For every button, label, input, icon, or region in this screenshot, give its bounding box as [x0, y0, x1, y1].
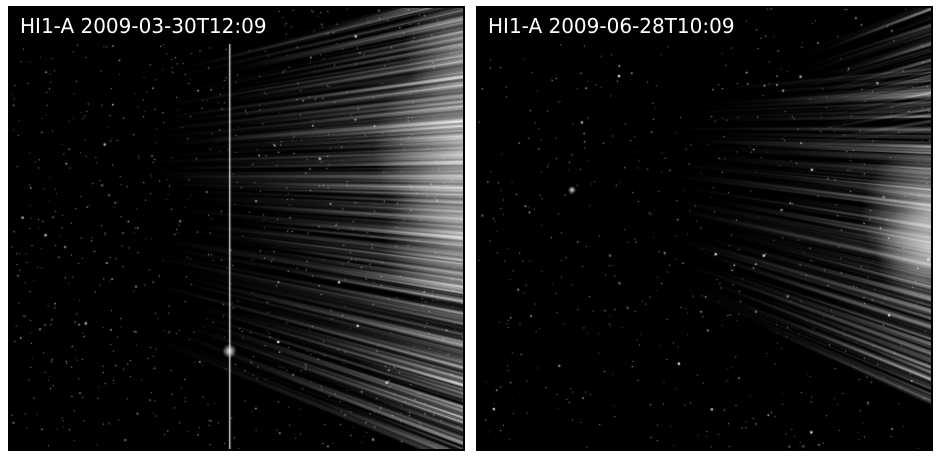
panel-title-left: HI1-A 2009-03-30T12:09 [10, 8, 275, 44]
panel-title-right: HI1-A 2009-06-28T10:09 [478, 8, 743, 44]
image-panel-right: HI1-A 2009-06-28T10:09 [476, 6, 933, 451]
star-field-image-right [478, 8, 931, 449]
star-field-image-left [10, 8, 463, 449]
image-panel-left: HI1-A 2009-03-30T12:09 [8, 6, 465, 451]
